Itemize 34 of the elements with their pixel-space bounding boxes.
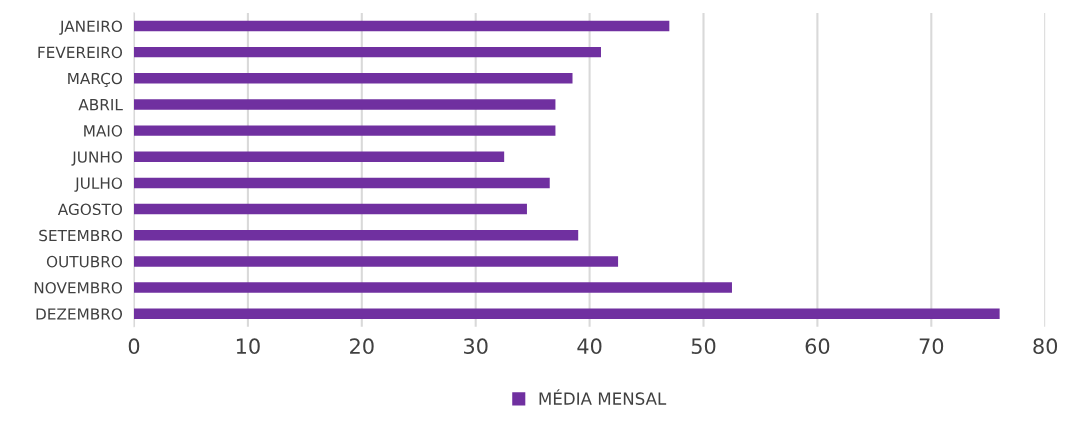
x-tick-label: 70 (919, 338, 944, 355)
bar (134, 203, 527, 215)
bar (134, 73, 573, 84)
x-tick-label: 50 (691, 338, 716, 355)
x-tick-label: 60 (805, 338, 830, 355)
x-tick-label: 0 (128, 338, 140, 355)
y-tick-label: FEVEREIRO (38, 46, 123, 59)
y-tick-label: AGOSTO (57, 203, 123, 216)
bar (134, 230, 579, 241)
y-tick-label: JANEIRO (59, 20, 123, 35)
x-tick-label: 40 (577, 338, 602, 355)
bar (134, 99, 556, 110)
y-tick-label: JULHO (74, 177, 123, 192)
x-tick-label: 20 (350, 338, 374, 355)
y-tick-label: MAIO (84, 125, 123, 137)
bar (134, 46, 601, 58)
x-tick-label: 10 (236, 338, 260, 355)
y-tick-label: JUNHO (71, 151, 123, 166)
y-tick-label: MARÇO (68, 72, 123, 88)
y-tick-label: ABRIL (78, 99, 123, 111)
bar (134, 20, 670, 32)
y-tick-label: OUTUBRO (46, 255, 123, 268)
y-tick-label: NOVEMBRO (34, 282, 123, 294)
x-tick-label: 80 (1033, 338, 1058, 355)
bar (134, 282, 732, 293)
legend-label: MÉDIA MENSAL (539, 389, 667, 405)
bar (134, 177, 550, 189)
x-tick-label: 30 (464, 338, 488, 355)
y-tick-label: DEZEMBRO (36, 308, 123, 320)
bar (134, 151, 505, 162)
bar (134, 308, 1000, 319)
y-tick-label: SETEMBRO (39, 229, 123, 242)
bar (134, 256, 619, 267)
bar (134, 125, 556, 136)
